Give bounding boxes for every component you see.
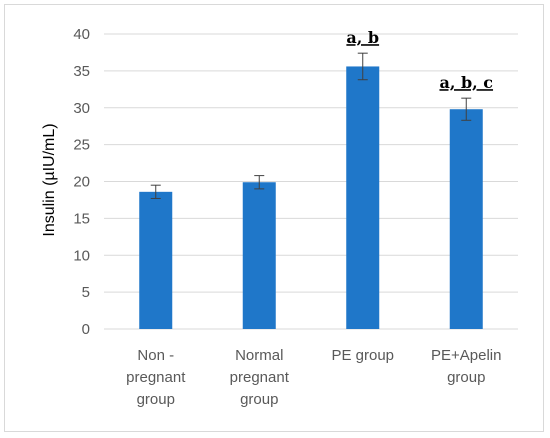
y-tick-label: 15: [73, 210, 90, 227]
y-tick-labels: 0 5 10 15 20 25 30 35 40: [73, 26, 90, 338]
error-bar: [461, 97, 472, 121]
error-bar: [150, 184, 161, 199]
y-tick-label: 0: [82, 321, 90, 338]
category-labels: Non -pregnant group Normal pregnant group PE …: [126, 347, 501, 408]
significance-label: a, b: [346, 28, 379, 47]
bars: [139, 66, 483, 329]
error-bar: [254, 175, 265, 190]
bar: [346, 66, 380, 329]
category-label: PE+Apelin group: [431, 347, 501, 386]
y-tick-label: 25: [73, 137, 90, 154]
bar: [449, 109, 483, 329]
error-bars: [150, 52, 472, 199]
y-tick-label: 35: [73, 63, 90, 80]
y-axis-label: Insulin (µIU/mL): [41, 123, 58, 236]
bar: [242, 182, 276, 329]
bar: [139, 191, 173, 329]
y-tick-label: 30: [73, 100, 90, 117]
y-tick-label: 10: [73, 247, 90, 264]
grid-lines: [104, 33, 518, 330]
error-bar: [357, 52, 368, 81]
category-label: Normal pregnant group: [230, 347, 290, 408]
significance-annotations: a, b a, b, c: [346, 28, 493, 92]
y-tick-label: 40: [73, 26, 90, 43]
category-label: PE group: [331, 347, 394, 364]
significance-label: a, b, c: [439, 73, 493, 92]
y-tick-label: 5: [82, 284, 90, 301]
category-label: Non -pregnant group: [126, 347, 186, 408]
y-tick-label: 20: [73, 174, 90, 191]
